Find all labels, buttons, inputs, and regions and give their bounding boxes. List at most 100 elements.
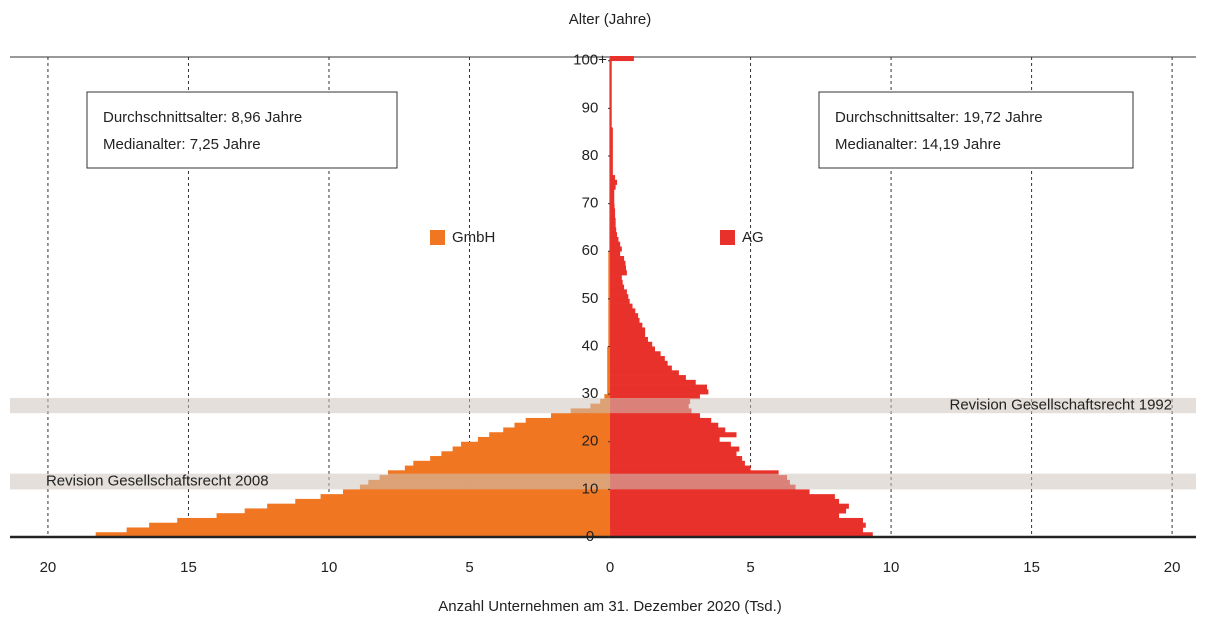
bar: [609, 84, 611, 90]
bar: [610, 413, 700, 419]
bar: [609, 189, 611, 195]
bar: [608, 313, 611, 319]
bar: [610, 279, 623, 285]
bar: [607, 351, 611, 357]
bar: [610, 189, 615, 195]
bar: [608, 294, 611, 300]
bar: [610, 194, 615, 200]
bar: [610, 379, 696, 385]
bar: [430, 456, 611, 462]
bar: [610, 489, 810, 495]
bar: [320, 494, 611, 500]
stats-box: [818, 91, 1134, 169]
bar: [610, 160, 613, 166]
band: [10, 473, 1196, 490]
bar: [608, 298, 611, 304]
bar: [610, 222, 616, 228]
bar: [610, 513, 840, 519]
bar: [609, 113, 611, 119]
bar: [610, 460, 745, 466]
x-tick-label: 10: [321, 559, 338, 576]
bar: [609, 194, 611, 200]
bar: [610, 456, 743, 462]
bar: [608, 303, 611, 309]
bar: [609, 232, 611, 238]
bar: [610, 327, 646, 333]
y-tick-label: 20: [582, 433, 599, 450]
bar: [607, 384, 611, 390]
bar: [610, 170, 613, 176]
bar: [95, 532, 611, 538]
bar: [413, 460, 611, 466]
y-tick-label: 80: [582, 147, 599, 164]
bar: [610, 441, 731, 447]
bar: [610, 370, 679, 376]
bar: [608, 341, 611, 347]
bar: [610, 508, 847, 514]
bar: [609, 122, 611, 128]
bar: [609, 75, 611, 81]
bar: [609, 227, 611, 233]
bar: [607, 360, 611, 366]
bar: [610, 232, 618, 238]
bar: [610, 446, 740, 452]
bar: [609, 117, 611, 123]
bar: [610, 98, 612, 104]
bar: [608, 275, 611, 281]
bar: [610, 89, 612, 95]
bar: [525, 417, 611, 424]
y-tick-label: 90: [582, 99, 599, 116]
bar: [609, 208, 611, 214]
bar: [610, 360, 668, 366]
bar: [610, 84, 612, 90]
bar: [607, 389, 611, 395]
legend-label: GmbH: [452, 229, 495, 246]
y-tick-label: 40: [582, 337, 599, 354]
bar: [609, 222, 611, 228]
bar: [609, 160, 611, 166]
bar: [610, 313, 639, 319]
bar: [610, 75, 612, 81]
bar: [609, 89, 611, 95]
bar: [610, 289, 627, 295]
bar: [610, 113, 612, 119]
bar: [489, 432, 611, 438]
bar: [609, 132, 611, 138]
bar: [609, 170, 611, 176]
bar: [608, 332, 611, 338]
bar: [610, 336, 648, 343]
bar: [149, 522, 611, 528]
bar: [610, 436, 720, 443]
bar: [609, 241, 611, 247]
legend-swatch: [430, 230, 445, 245]
x-axis-label: Anzahl Unternehmen am 31. Dezember 2020 …: [438, 598, 782, 615]
legend-label: AG: [742, 229, 764, 246]
bar: [609, 103, 611, 109]
bar: [610, 384, 707, 390]
bar: [452, 446, 611, 452]
bar: [609, 198, 611, 204]
band-label: Revision Gesellschaftsrecht 2008: [46, 472, 269, 489]
bar: [610, 322, 643, 328]
y-tick-label: 50: [582, 290, 599, 307]
bar: [610, 94, 612, 100]
bar: [514, 422, 611, 428]
bar: [610, 246, 622, 252]
bar: [610, 70, 612, 76]
band: [10, 397, 1196, 414]
bar: [610, 227, 617, 233]
bar: [609, 156, 611, 162]
bar: [610, 517, 863, 524]
bar: [388, 470, 611, 476]
bar: [609, 98, 611, 104]
bar: [610, 389, 709, 395]
bar: [610, 175, 616, 181]
x-tick-label: 5: [746, 559, 754, 576]
bar: [607, 375, 611, 381]
bar: [610, 308, 636, 314]
bar: [610, 465, 751, 471]
bar: [609, 246, 611, 252]
bar: [610, 165, 613, 171]
band-label: Revision Gesellschaftsrecht 1992: [949, 397, 1172, 414]
